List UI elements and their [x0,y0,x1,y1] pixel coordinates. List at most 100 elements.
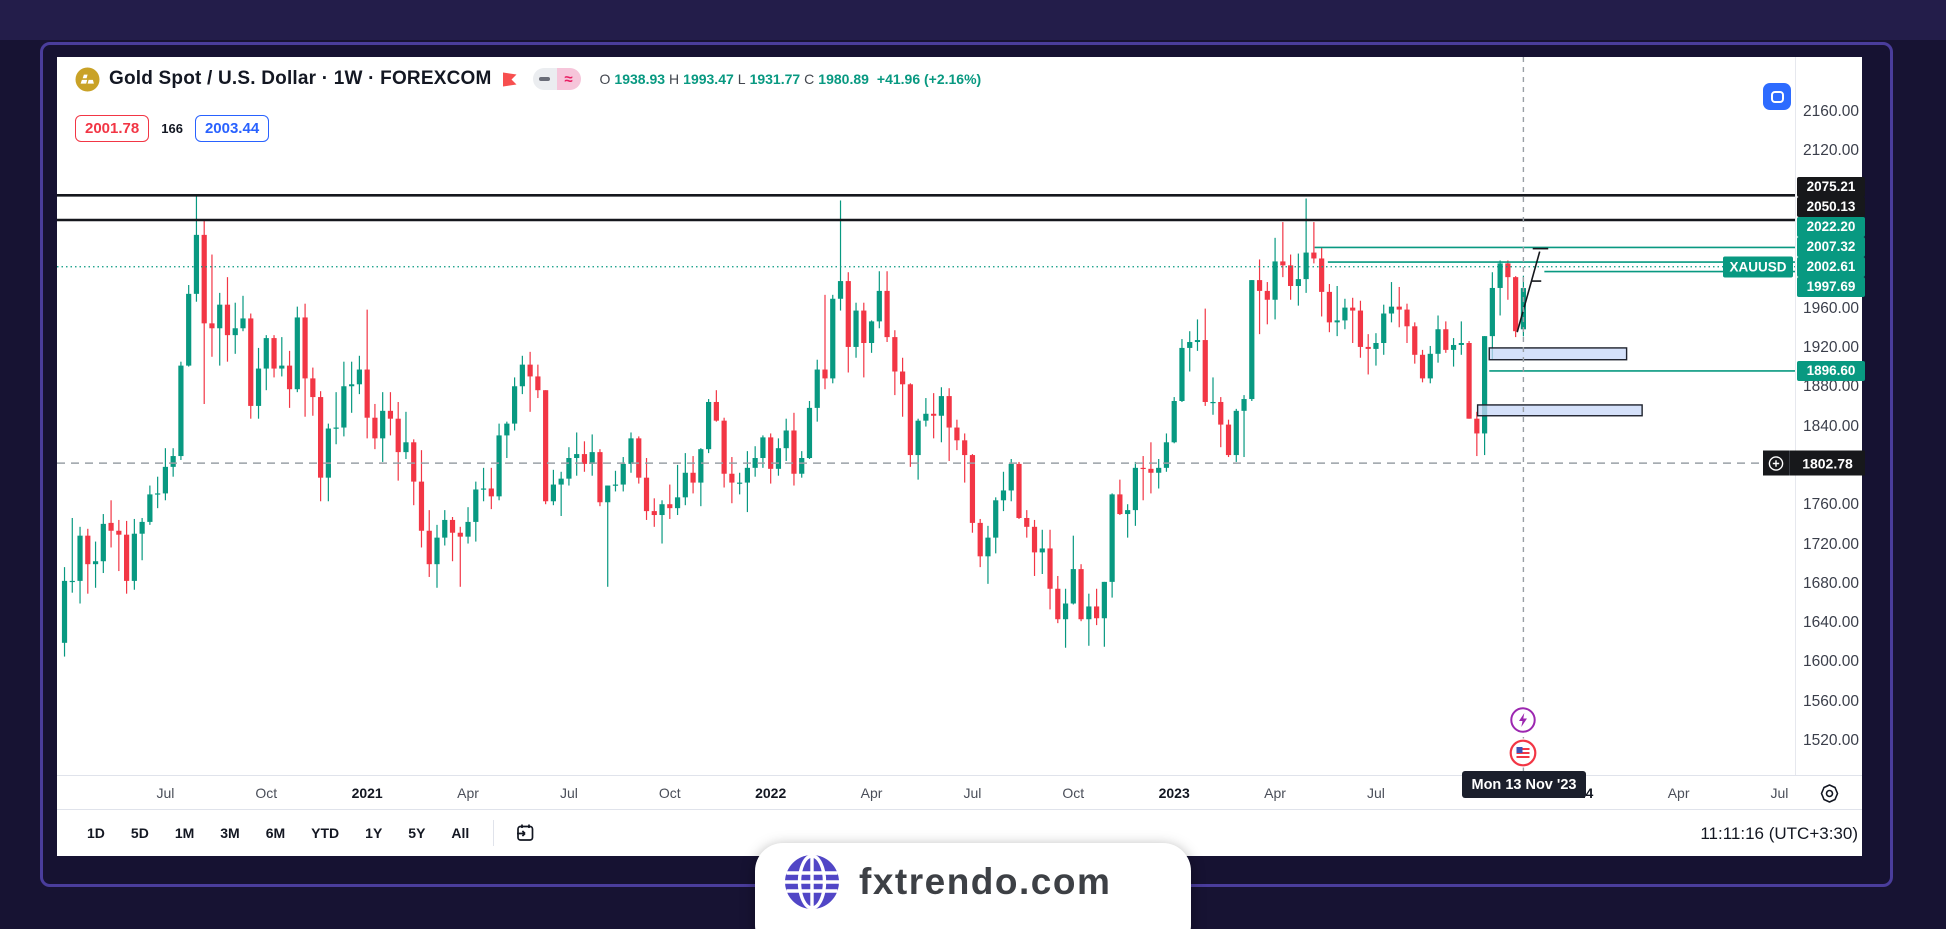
us-economic-event-icon[interactable] [1508,738,1538,768]
candle-body [651,511,657,516]
bid-ask-toggle[interactable]: ≈ [532,68,581,90]
candle-body [224,304,231,336]
candle-body [1427,353,1433,379]
session-clock[interactable]: 11:11:16 (UTC+3:30) [1700,823,1858,843]
range-button-1y[interactable]: 1Y [365,825,383,841]
candle-body [178,365,184,457]
candle-body [713,401,719,421]
candle-body [1388,306,1395,314]
candle-body [853,310,859,347]
range-button-1m[interactable]: 1M [174,825,195,841]
trend-line[interactable] [1516,251,1541,333]
candle-body [543,390,549,502]
price-tick-label: 1600.00 [1803,653,1860,671]
candle-body [1241,399,1247,411]
candle-body [659,504,665,516]
candle-body [403,442,409,453]
range-button-all[interactable]: All [451,825,470,841]
candle-body [1256,280,1263,291]
range-button-ytd[interactable]: YTD [311,825,340,841]
candle-body [302,317,308,379]
add-alert-plus-icon[interactable] [1763,450,1789,476]
date-range-switcher: 1D 5D 1M 3M 6M YTD 1Y 5Y All [87,825,469,841]
candle-body [519,364,525,387]
candle-body [1055,588,1061,620]
candle-body [729,473,735,483]
candle-body [162,466,168,494]
candle-body [255,368,262,406]
supply-zone-box[interactable] [1488,347,1628,361]
candle-body [969,455,976,523]
candle-body [558,478,564,485]
go-to-date-calendar-icon[interactable] [514,822,536,844]
candle-body [783,430,789,449]
candle-body [372,417,378,439]
sell-button[interactable]: 2001.78 [75,115,150,142]
candle-body [488,488,494,497]
candle-body [155,493,161,495]
candle-body [380,410,386,439]
candle-body [1225,424,1232,456]
candle-body [799,458,805,474]
candle-body [333,427,339,429]
earnings-event-icon[interactable] [1509,706,1537,734]
candle-body [232,328,238,336]
market-status-flag-icon[interactable] [501,71,518,88]
candle-body [480,488,487,490]
symbol-logo-icon [75,67,100,92]
time-tick-label: Jul [1367,785,1385,801]
candle-body [620,463,626,485]
timezone-settings-gear-icon[interactable] [1819,783,1840,809]
supply-zone-box[interactable] [1476,404,1643,417]
symbol-title[interactable]: Gold Spot / U.S. Dollar · 1W · FOREXCOM [109,68,492,89]
time-tick-label: Apr [1667,785,1690,801]
buy-button[interactable]: 2003.44 [194,115,270,142]
price-tick-label: 2120.00 [1803,142,1860,160]
crosshair-price-value: 1802.78 [1789,450,1865,476]
low-label: L [737,71,746,87]
window-top-band [0,0,1946,40]
candle-body [1458,343,1464,345]
time-tick-label: 2022 [755,785,787,801]
candle-body [628,438,634,464]
candle-body [1466,343,1472,419]
candle-body [1109,494,1115,582]
toggle-off-segment[interactable] [532,68,557,90]
time-tick-label: Apr [457,785,479,801]
candle-body [1062,603,1069,620]
candle-body [1443,329,1449,350]
price-level-badge: 1896.60 [1797,360,1865,381]
snapshot-button[interactable] [1763,83,1791,110]
candle-body [892,337,898,372]
candle-body [1365,346,1371,349]
price-tick-label: 2160.00 [1803,103,1860,120]
candle-body [1326,291,1332,323]
candle-body [1474,418,1480,434]
range-button-3m[interactable]: 3M [220,825,240,841]
candle-body [674,497,681,509]
low-value: 1931.77 [749,71,801,87]
candlestick-chart[interactable] [57,57,1795,775]
candle-body [876,290,882,322]
range-button-1d[interactable]: 1D [87,825,105,841]
toggle-on-segment[interactable]: ≈ [556,68,581,90]
candle-body [131,533,137,581]
candle-body [744,467,750,483]
candle-body [845,281,851,347]
range-button-5y[interactable]: 5Y [408,825,426,841]
candle-body [248,318,254,406]
candle-body [418,481,425,531]
time-axis[interactable]: Jul Oct 2021 Apr Jul Oct 2022 Apr Jul Oct 2023 Apr J… [57,775,1862,809]
high-label: H [669,71,680,87]
candle-body [325,428,331,478]
range-button-5d[interactable]: 5D [130,825,149,841]
time-tick-label: Jul [1770,785,1789,801]
candle-body [387,410,394,419]
range-button-6m[interactable]: 6M [265,825,286,841]
ohlc-readout: O 1938.93 H 1993.47 L 1931.77 C 1980.89 +41.… [600,71,982,87]
price-tick-label: 1520.00 [1803,732,1860,750]
candle-body [1140,467,1146,470]
candle-body [1101,581,1107,619]
candle-body [535,376,541,391]
candle-body [1513,277,1519,332]
